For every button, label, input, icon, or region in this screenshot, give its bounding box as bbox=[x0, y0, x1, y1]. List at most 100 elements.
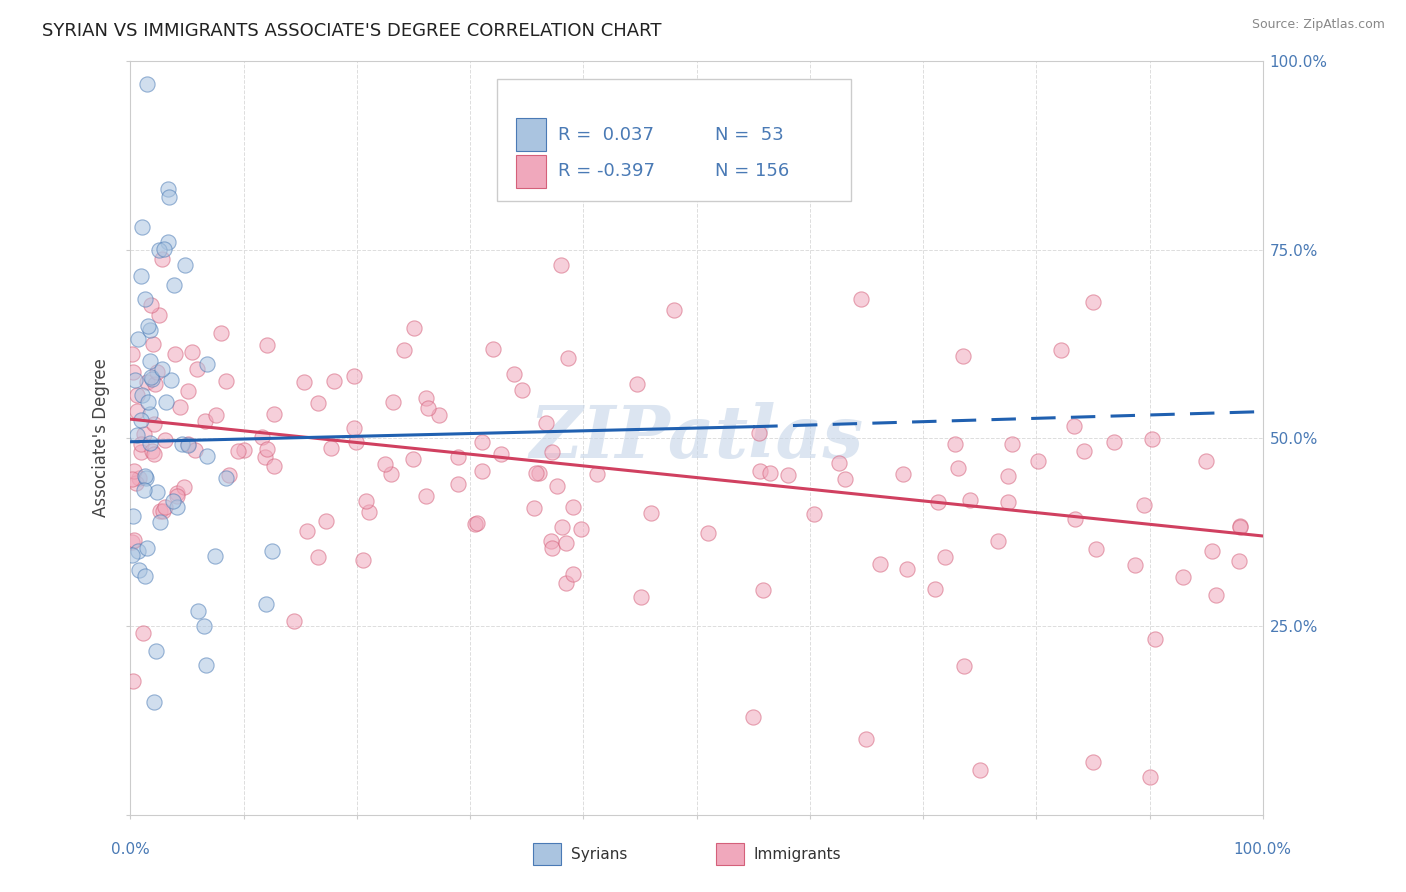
Point bbox=[359, 505, 381, 519]
Point bbox=[447, 477, 470, 491]
Point bbox=[1229, 519, 1251, 533]
Point bbox=[828, 456, 851, 470]
Point bbox=[1205, 588, 1227, 602]
Text: R = -0.397: R = -0.397 bbox=[558, 162, 655, 180]
Point bbox=[139, 298, 162, 312]
Text: 100.0%: 100.0% bbox=[1234, 842, 1292, 856]
Point bbox=[215, 374, 238, 388]
Point bbox=[392, 343, 415, 358]
Point bbox=[129, 413, 152, 427]
Point bbox=[263, 407, 285, 421]
Point bbox=[125, 404, 148, 418]
Point bbox=[186, 361, 208, 376]
Point bbox=[136, 319, 159, 334]
Point bbox=[173, 480, 195, 494]
Point bbox=[166, 485, 188, 500]
Point bbox=[163, 278, 186, 293]
Point bbox=[125, 476, 148, 491]
Point bbox=[155, 395, 177, 409]
Point bbox=[283, 614, 305, 628]
Point bbox=[626, 376, 648, 391]
Point bbox=[141, 372, 163, 386]
Point bbox=[1229, 520, 1251, 534]
Point bbox=[307, 396, 329, 410]
Point bbox=[380, 467, 402, 482]
Point bbox=[195, 357, 218, 371]
Point bbox=[849, 292, 872, 306]
Point bbox=[464, 517, 486, 532]
Point bbox=[148, 309, 170, 323]
Point bbox=[131, 219, 153, 234]
Point bbox=[135, 375, 157, 389]
Point bbox=[352, 552, 374, 566]
Point bbox=[180, 344, 202, 359]
Point bbox=[536, 416, 558, 430]
Point bbox=[489, 446, 512, 460]
Point bbox=[323, 374, 346, 388]
Point bbox=[943, 436, 966, 450]
Point bbox=[156, 235, 179, 249]
Point bbox=[315, 514, 337, 528]
Point bbox=[143, 417, 166, 431]
Point bbox=[471, 435, 494, 450]
Y-axis label: Associate's Degree: Associate's Degree bbox=[93, 359, 110, 517]
Point bbox=[1073, 444, 1095, 458]
Point bbox=[354, 494, 377, 508]
Point bbox=[146, 484, 169, 499]
Point bbox=[1026, 454, 1049, 468]
Point bbox=[122, 533, 145, 547]
Point bbox=[143, 376, 166, 391]
Point bbox=[343, 368, 366, 383]
Text: ZIPatlas: ZIPatlas bbox=[530, 402, 863, 474]
Point bbox=[256, 442, 278, 456]
Point bbox=[569, 523, 592, 537]
Point bbox=[555, 576, 578, 591]
Point bbox=[138, 436, 160, 450]
Point bbox=[159, 373, 181, 387]
Point bbox=[152, 504, 174, 518]
Point bbox=[142, 337, 165, 351]
Point bbox=[166, 500, 188, 515]
Point bbox=[139, 354, 162, 368]
Point bbox=[1143, 632, 1166, 646]
Point bbox=[1133, 498, 1156, 512]
Point bbox=[187, 604, 209, 618]
Point bbox=[131, 388, 153, 402]
Point bbox=[254, 597, 277, 611]
Point bbox=[173, 258, 195, 272]
Point bbox=[1195, 453, 1218, 467]
Point bbox=[129, 437, 152, 451]
Point bbox=[153, 242, 176, 256]
Point bbox=[952, 349, 974, 363]
Point bbox=[129, 444, 152, 458]
Point bbox=[139, 370, 162, 384]
Point bbox=[1063, 419, 1085, 434]
Point bbox=[297, 524, 319, 539]
Point bbox=[195, 449, 218, 463]
Point bbox=[136, 77, 159, 91]
Point bbox=[122, 464, 145, 478]
Point bbox=[232, 442, 254, 457]
Point bbox=[1050, 343, 1073, 358]
Point bbox=[555, 536, 578, 550]
Point bbox=[134, 568, 156, 582]
Point bbox=[145, 643, 167, 657]
Point bbox=[136, 395, 159, 409]
Text: 0.0%: 0.0% bbox=[111, 842, 150, 856]
Point bbox=[1102, 434, 1125, 449]
Point bbox=[139, 407, 162, 421]
Point bbox=[121, 347, 143, 361]
Point bbox=[401, 451, 423, 466]
Point bbox=[1227, 554, 1250, 568]
Point bbox=[141, 444, 163, 458]
Point bbox=[263, 458, 285, 473]
Point bbox=[177, 437, 200, 451]
Point bbox=[122, 673, 145, 688]
Text: N = 156: N = 156 bbox=[714, 162, 789, 180]
Point bbox=[169, 400, 191, 414]
Point bbox=[134, 426, 156, 441]
Point bbox=[226, 443, 249, 458]
Point bbox=[127, 544, 149, 558]
Point bbox=[959, 492, 981, 507]
Point bbox=[194, 658, 217, 673]
